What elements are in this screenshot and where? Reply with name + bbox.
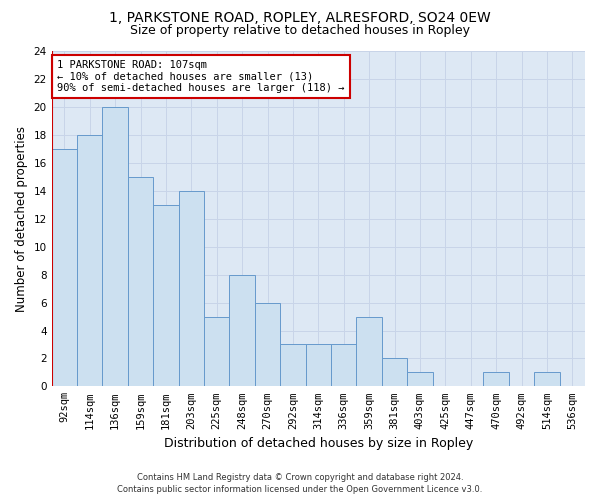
Text: 1, PARKSTONE ROAD, ROPLEY, ALRESFORD, SO24 0EW: 1, PARKSTONE ROAD, ROPLEY, ALRESFORD, SO… (109, 11, 491, 25)
Bar (52, 149, 77, 386)
Bar (153, 205, 179, 386)
Bar (229, 274, 255, 386)
Y-axis label: Number of detached properties: Number of detached properties (15, 126, 28, 312)
Bar (128, 177, 153, 386)
X-axis label: Distribution of detached houses by size in Ropley: Distribution of detached houses by size … (164, 437, 473, 450)
Bar (204, 316, 229, 386)
Text: Size of property relative to detached houses in Ropley: Size of property relative to detached ho… (130, 24, 470, 37)
Bar (179, 191, 204, 386)
Bar (382, 358, 407, 386)
Bar (356, 316, 382, 386)
Bar (103, 108, 128, 386)
Text: Contains HM Land Registry data © Crown copyright and database right 2024.
Contai: Contains HM Land Registry data © Crown c… (118, 472, 482, 494)
Bar (77, 135, 103, 386)
Bar (407, 372, 433, 386)
Bar (305, 344, 331, 387)
Bar (331, 344, 356, 387)
Bar (280, 344, 305, 387)
Bar (484, 372, 509, 386)
Bar (255, 302, 280, 386)
Text: 1 PARKSTONE ROAD: 107sqm
← 10% of detached houses are smaller (13)
90% of semi-d: 1 PARKSTONE ROAD: 107sqm ← 10% of detach… (57, 60, 344, 93)
Bar (534, 372, 560, 386)
